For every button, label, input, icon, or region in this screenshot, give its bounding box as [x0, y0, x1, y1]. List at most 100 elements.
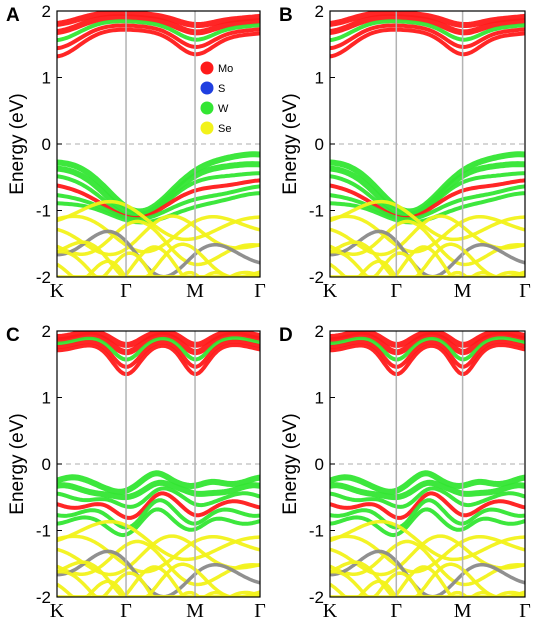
legend-label: Mo [218, 63, 233, 75]
band-cond-2 [330, 19, 525, 43]
band-cond-4 [330, 343, 525, 377]
band-val-3 [57, 178, 260, 220]
band-val-0 [330, 470, 525, 495]
x-tick-label: M [454, 600, 472, 622]
band-cond-1 [330, 332, 525, 356]
x-tick-label: Γ [519, 280, 531, 302]
panel-C: -2 -1 0 1 2 K Γ M Γ Energy (eV) C [6, 322, 266, 622]
band-deep-3 [330, 219, 525, 267]
x-tick-label: Γ [391, 280, 403, 302]
band-deep-0 [330, 199, 525, 242]
band-val-1 [330, 479, 525, 501]
y-tick-label: -2 [309, 588, 324, 607]
legend-marker-s [200, 81, 214, 95]
y-tick-label: 2 [42, 322, 51, 341]
x-tick-label: K [50, 600, 65, 622]
x-tick-label: Γ [120, 600, 132, 622]
panel-letter: B [279, 5, 293, 26]
y-tick-label: -1 [36, 522, 51, 541]
y-tick-label: 0 [42, 455, 51, 474]
panel-A: -2 -1 0 1 2 K Γ M Γ Energy (eV) A Mo SW Se [6, 2, 266, 302]
band-cond-2 [57, 336, 260, 362]
bands-B [330, 11, 525, 277]
y-tick-label: 1 [315, 69, 324, 88]
band-cond-0 [330, 11, 525, 28]
legend-marker-mo [200, 61, 214, 75]
band-val-2 [57, 486, 260, 509]
band-cond-4 [57, 343, 260, 377]
y-tick-label: -1 [309, 202, 324, 221]
legend-label: S [218, 83, 225, 95]
bands-C [57, 331, 260, 597]
band-cond-3 [57, 339, 260, 369]
y-tick-label: 0 [315, 135, 324, 154]
band-cond-0 [57, 11, 260, 28]
y-tick-label: 1 [42, 389, 51, 408]
legend-label: Se [218, 123, 231, 135]
band-val-4 [57, 498, 260, 530]
band-cond-4 [330, 27, 525, 59]
panel-letter: C [6, 325, 20, 346]
bands-D [330, 331, 525, 597]
y-tick-label: -2 [36, 588, 51, 607]
y-axis-label: Energy (eV) [7, 93, 28, 194]
band-deep-3 [57, 539, 260, 587]
band-cond-4 [57, 27, 260, 59]
x-tick-label: Γ [519, 600, 531, 622]
y-axis-label: Energy (eV) [280, 93, 301, 194]
y-tick-label: 1 [315, 389, 324, 408]
band-cond-0 [57, 331, 260, 348]
band-cond-1 [57, 332, 260, 356]
y-tick-label: -2 [309, 268, 324, 287]
band-cond-3 [57, 23, 260, 51]
band-val-4 [57, 184, 260, 222]
x-tick-label: K [50, 280, 65, 302]
y-tick-label: 1 [42, 69, 51, 88]
y-tick-label: -2 [36, 268, 51, 287]
band-val-0 [57, 470, 260, 495]
band-cond-2 [57, 19, 260, 43]
panel-B: -2 -1 0 1 2 K Γ M Γ Energy (eV) B [279, 2, 531, 302]
x-tick-label: M [454, 280, 472, 302]
band-val-3 [330, 178, 525, 220]
y-tick-label: 2 [315, 2, 324, 21]
y-axis-label: Energy (eV) [280, 413, 301, 514]
band-val-2 [330, 486, 525, 509]
band-deep-8 [330, 579, 525, 597]
band-cond-3 [330, 23, 525, 51]
band-val-3 [57, 491, 260, 520]
y-tick-label: 0 [315, 455, 324, 474]
legend: Mo SW Se [200, 61, 233, 135]
x-tick-label: K [323, 600, 338, 622]
x-tick-label: M [186, 280, 204, 302]
legend-label: W [218, 103, 229, 115]
legend-marker-se [200, 121, 214, 135]
band-deep-8 [57, 579, 260, 597]
y-tick-label: -1 [309, 522, 324, 541]
band-val-1 [57, 479, 260, 501]
band-deep-8 [57, 259, 260, 277]
bands-A [57, 11, 260, 277]
x-tick-label: Γ [254, 600, 266, 622]
band-cond-1 [57, 14, 260, 36]
band-deep-3 [57, 219, 260, 267]
y-tick-label: 2 [315, 322, 324, 341]
y-axis-label: Energy (eV) [7, 413, 28, 514]
legend-marker-w [200, 101, 214, 115]
band-deep-8 [330, 259, 525, 277]
panel-letter: D [279, 325, 293, 346]
x-tick-label: K [323, 280, 338, 302]
band-val-5 [330, 507, 525, 538]
band-cond-0 [330, 331, 525, 348]
band-cond-1 [330, 14, 525, 36]
band-deep-3 [330, 539, 525, 587]
x-tick-label: Γ [391, 600, 403, 622]
band-deep-0 [57, 519, 260, 562]
band-val-4 [330, 498, 525, 530]
x-tick-label: M [186, 600, 204, 622]
band-val-3 [330, 491, 525, 520]
panel-D: -2 -1 0 1 2 K Γ M Γ Energy (eV) D [279, 322, 531, 622]
y-tick-label: 2 [42, 2, 51, 21]
band-deep-0 [330, 519, 525, 562]
